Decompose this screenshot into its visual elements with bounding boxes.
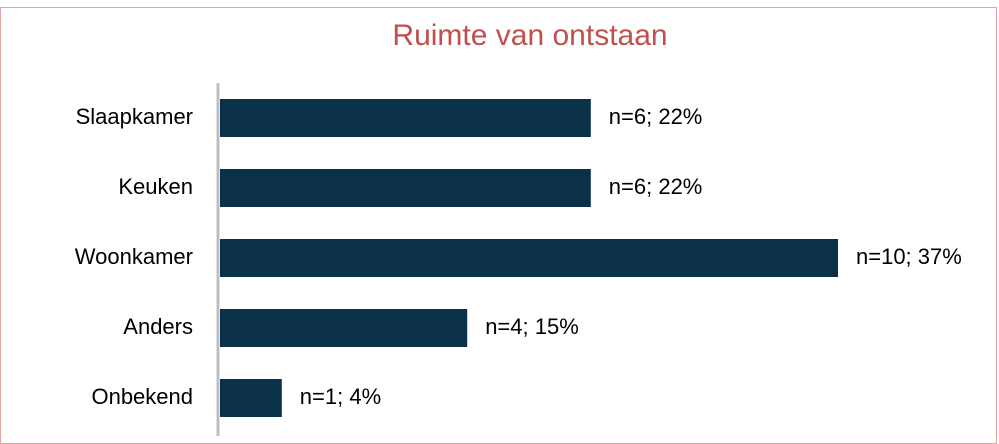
y-tick-label: Woonkamer bbox=[75, 244, 193, 269]
bar bbox=[220, 99, 591, 137]
bar bbox=[220, 239, 838, 277]
data-label: n=6; 22% bbox=[609, 104, 703, 129]
frame bbox=[0, 7, 997, 444]
y-tick-label: Slaapkamer bbox=[76, 104, 193, 129]
chart-title: Ruimte van ontstaan bbox=[392, 19, 667, 52]
y-tick-label: Keuken bbox=[118, 174, 193, 199]
bar bbox=[220, 309, 468, 347]
bar bbox=[220, 379, 282, 417]
data-label: n=4; 15% bbox=[485, 314, 579, 339]
data-label: n=1; 4% bbox=[300, 384, 381, 409]
data-label: n=6; 22% bbox=[609, 174, 703, 199]
y-tick-label: Anders bbox=[123, 314, 193, 339]
data-label: n=10; 37% bbox=[856, 244, 962, 269]
bar bbox=[220, 169, 591, 207]
y-tick-label: Onbekend bbox=[91, 384, 193, 409]
